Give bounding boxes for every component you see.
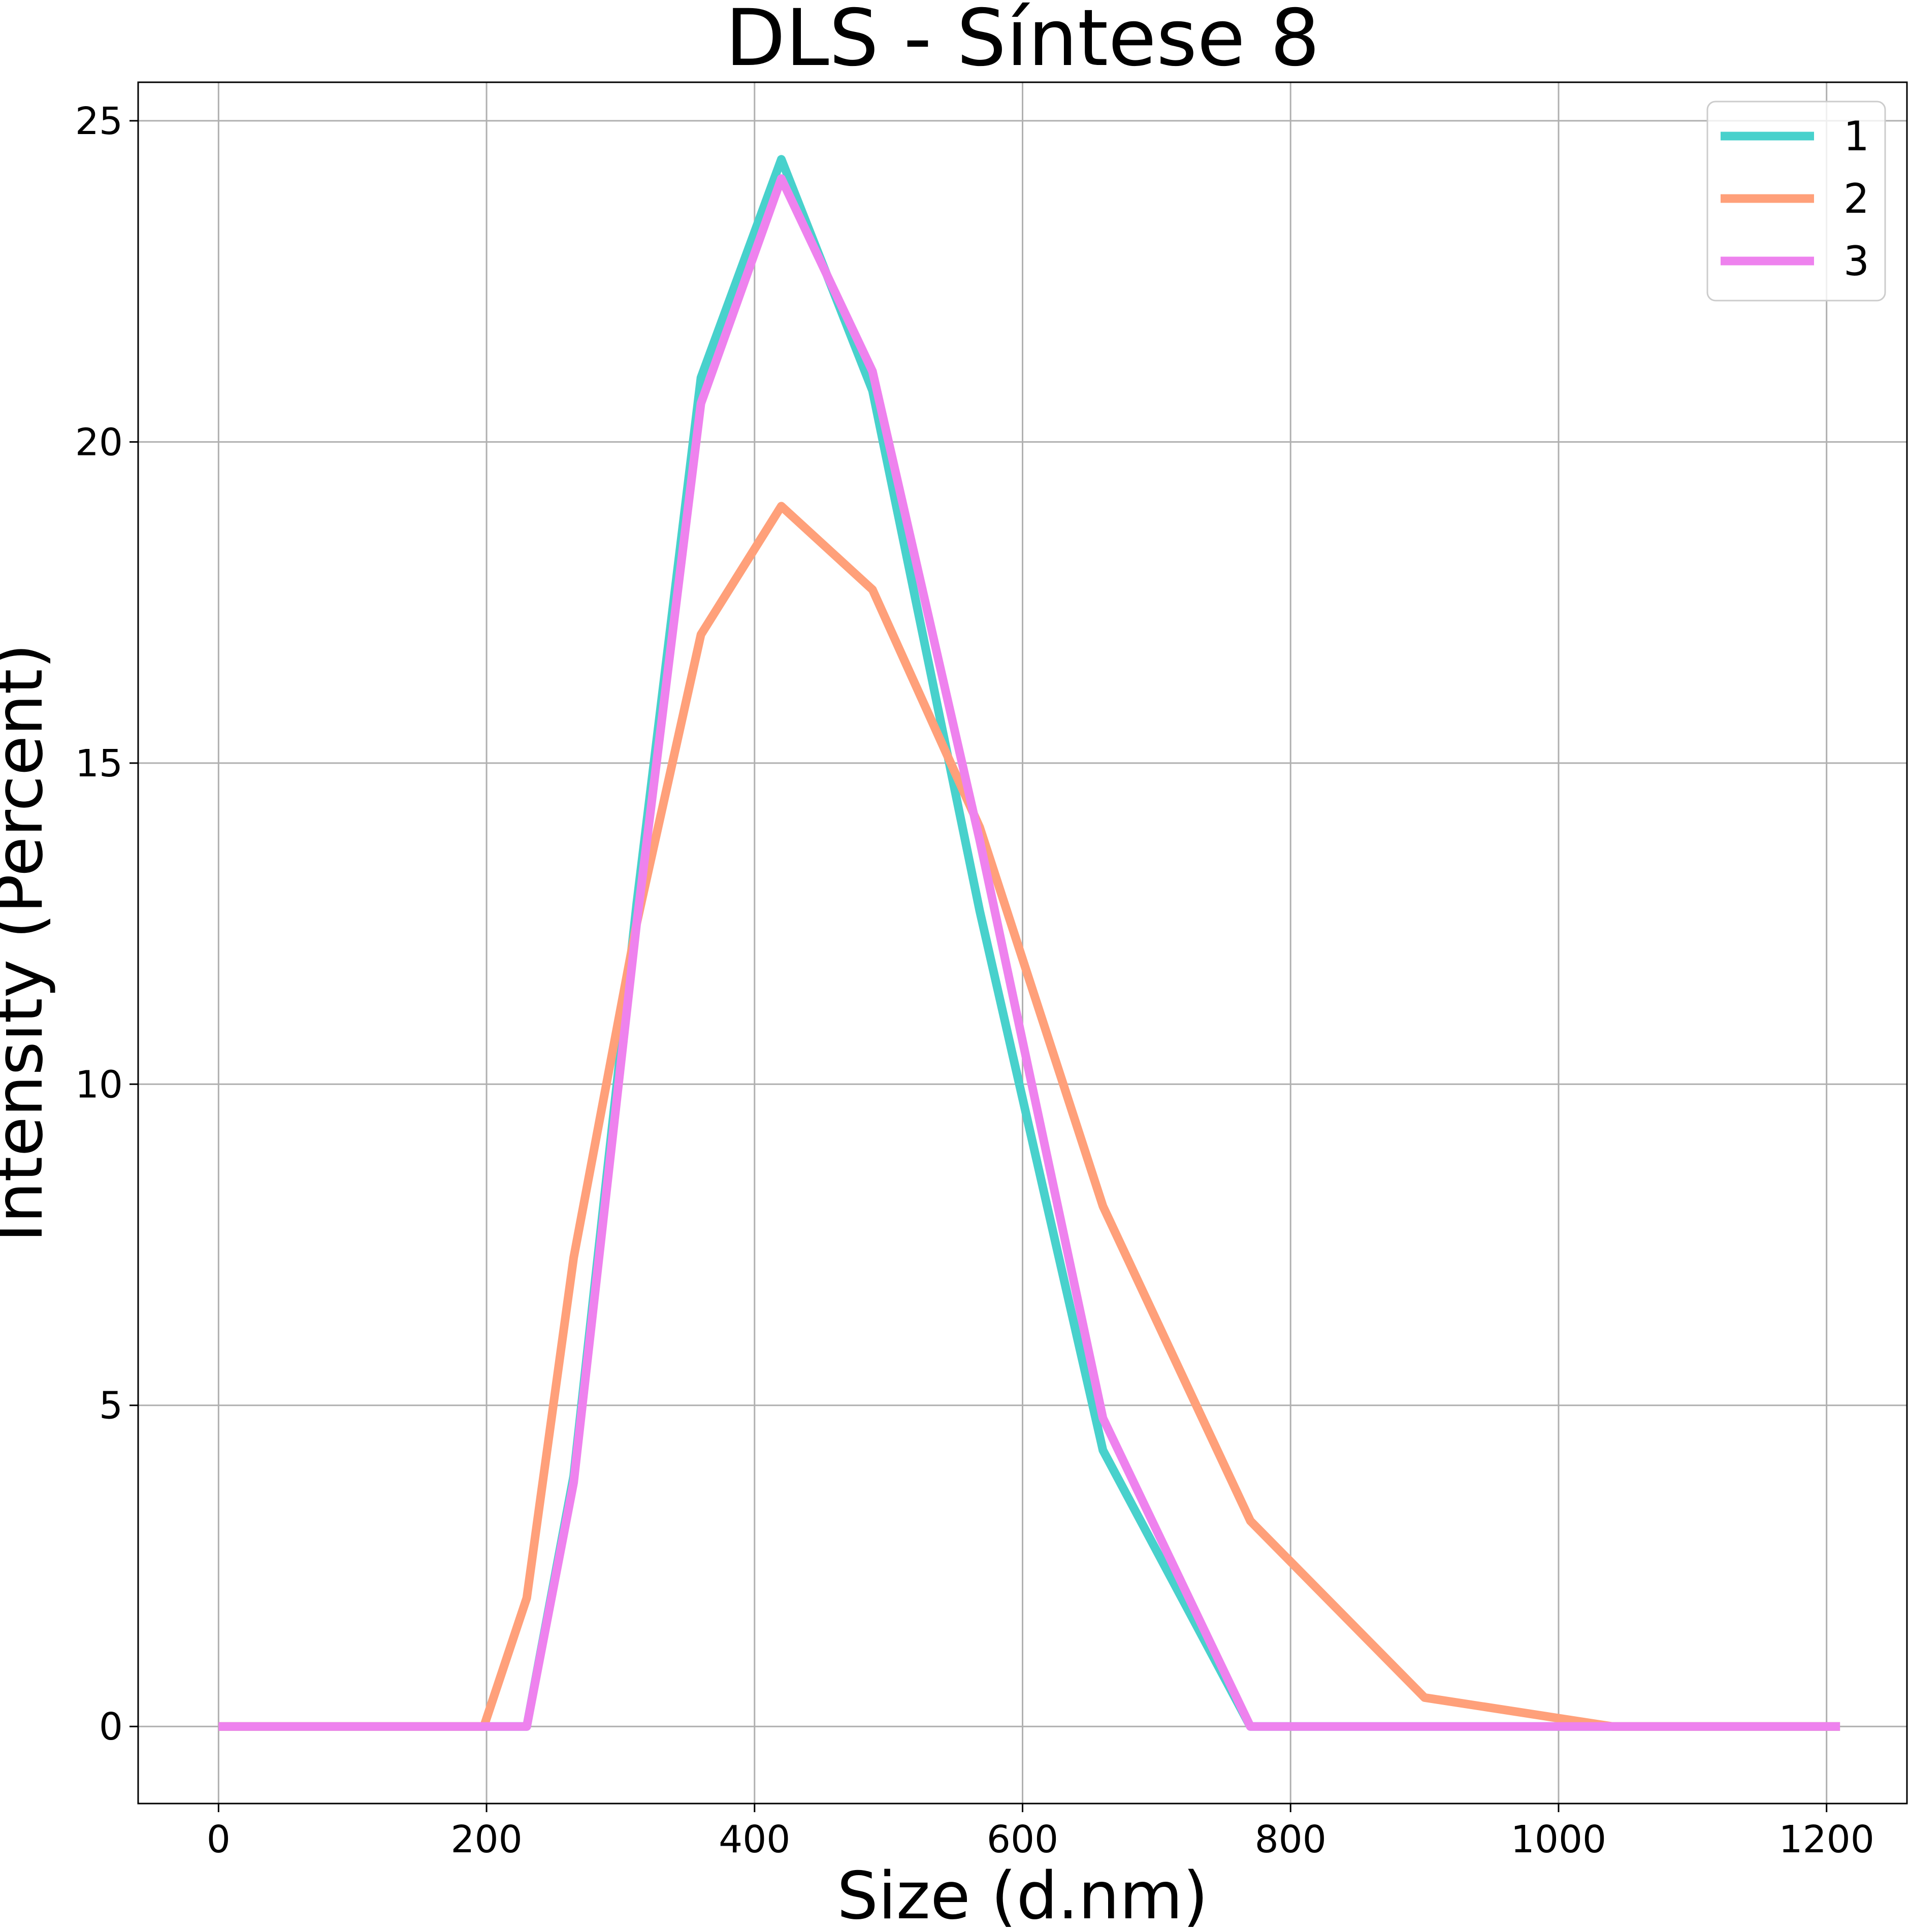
x-tick-label: 1000 bbox=[1511, 1818, 1606, 1861]
x-axis-title: Size (d.nm) bbox=[837, 1858, 1208, 1932]
y-axis-title: Intensity (Percent) bbox=[0, 643, 57, 1242]
series-line-2 bbox=[218, 502, 1840, 1731]
y-tick-label: 0 bbox=[99, 1705, 123, 1749]
chart-title: DLS - Síntese 8 bbox=[725, 0, 1320, 84]
x-tick-label: 0 bbox=[207, 1818, 231, 1861]
y-tick-label: 5 bbox=[99, 1384, 123, 1428]
legend-label-1: 1 bbox=[1843, 113, 1869, 160]
legend-label-2: 2 bbox=[1843, 175, 1869, 222]
grid-lines bbox=[138, 82, 1907, 1804]
x-tick-label: 600 bbox=[987, 1818, 1058, 1861]
y-tick-label: 15 bbox=[75, 742, 123, 785]
legend: 1 2 3 bbox=[1706, 101, 1886, 302]
x-tick-label: 1200 bbox=[1779, 1818, 1874, 1861]
x-tick-label: 800 bbox=[1255, 1818, 1326, 1861]
series-line-3 bbox=[218, 174, 1840, 1731]
y-tick-label: 20 bbox=[75, 420, 123, 464]
y-tick-label: 25 bbox=[75, 100, 123, 143]
y-tick-label: 10 bbox=[75, 1063, 123, 1106]
x-tick-label: 400 bbox=[719, 1818, 790, 1861]
legend-label-3: 3 bbox=[1843, 238, 1869, 285]
x-tick-label: 200 bbox=[450, 1818, 522, 1861]
series-lines bbox=[218, 155, 1840, 1731]
axis-ticks: 0 200 400 600 800 1000 1200 0 5 10 15 20 25 bbox=[75, 100, 1874, 1861]
